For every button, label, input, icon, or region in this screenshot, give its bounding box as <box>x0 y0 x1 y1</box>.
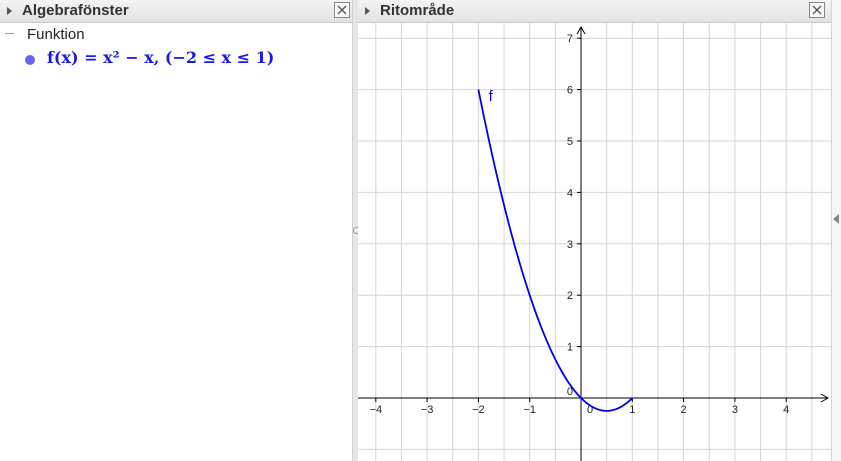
triangle-left-icon[interactable] <box>833 214 839 224</box>
graphics-view[interactable]: −4 −3 −2 −1 0 1 2 3 4 1 2 3 4 5 6 7 0 f Ritområde <box>358 0 831 461</box>
x-axis-arrow <box>820 393 830 403</box>
dot-icon[interactable] <box>25 55 35 65</box>
graphics-titlebar[interactable]: Ritområde <box>358 0 831 23</box>
close-icon[interactable] <box>334 2 350 18</box>
algebra-title: Algebrafönster <box>22 2 129 19</box>
tree-group-label: Funktion <box>27 26 85 43</box>
y-axis-arrow <box>576 25 586 35</box>
x-tick-label: 1 <box>629 404 635 416</box>
y-zero-label: 0 <box>567 386 573 398</box>
x-tick-label: 0 <box>587 404 593 416</box>
y-tick-label: 5 <box>567 136 573 148</box>
function-expression[interactable]: f(x) = x² − x, (−2 ≤ x ≤ 1) <box>47 48 275 67</box>
x-tick-label: −2 <box>472 404 485 416</box>
x-tick-label: −4 <box>370 404 383 416</box>
y-tick-label: 6 <box>567 85 573 97</box>
y-tick-label: 1 <box>567 342 573 354</box>
triangle-right-icon[interactable] <box>365 7 370 15</box>
x-tick-label: 3 <box>732 404 738 416</box>
x-tick-label: −3 <box>421 404 434 416</box>
graphics-title: Ritområde <box>380 2 455 19</box>
minus-icon[interactable] <box>5 33 14 34</box>
x-tick-label: 2 <box>681 404 687 416</box>
function-curve[interactable] <box>477 89 633 412</box>
x-tick-label: 4 <box>783 404 789 416</box>
side-toggle-strip[interactable] <box>831 0 841 461</box>
algebra-titlebar[interactable]: Algebrafönster <box>0 0 352 23</box>
graph-canvas[interactable]: −4 −3 −2 −1 0 1 2 3 4 1 2 3 4 5 6 7 0 f <box>358 0 831 461</box>
y-tick-label: 4 <box>567 187 573 199</box>
y-tick-label: 3 <box>567 239 573 251</box>
y-tick-label: 2 <box>567 290 573 302</box>
close-icon[interactable] <box>809 2 825 18</box>
x-tick-label: −1 <box>523 404 536 416</box>
curve-label: f <box>489 88 494 105</box>
y-tick-label: 7 <box>567 33 573 45</box>
algebra-view: Algebrafönster Funktion f(x) = x² − x, (… <box>0 0 352 461</box>
triangle-right-icon[interactable] <box>7 7 12 15</box>
